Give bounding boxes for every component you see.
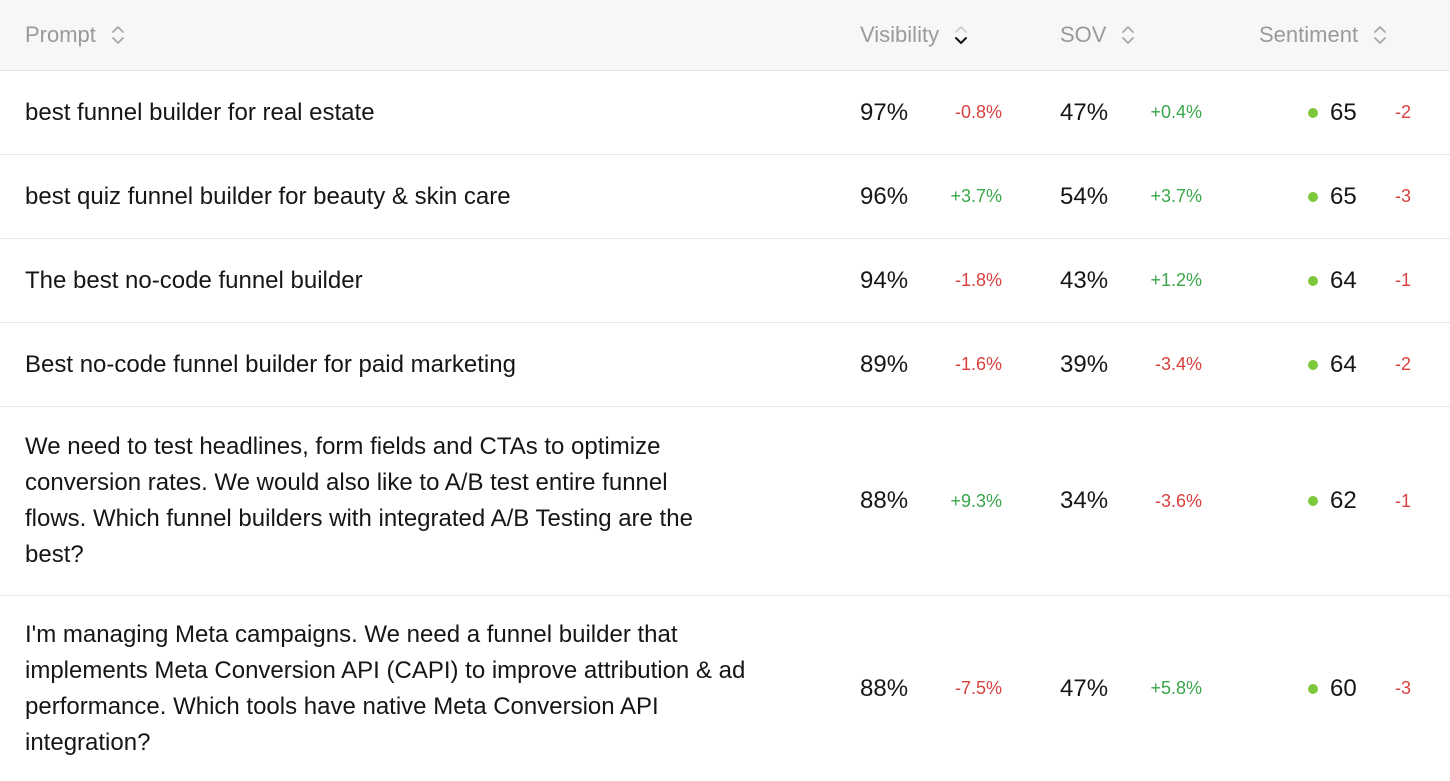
sov-delta: +0.4% [1150, 102, 1202, 122]
sov-value: 39% [1060, 350, 1109, 378]
sov-value: 47% [1060, 674, 1109, 702]
prompt-text-line: I'm managing Meta campaigns. We need a f… [25, 620, 678, 648]
table-row[interactable]: We need to test headlines, form fields a… [0, 407, 1450, 596]
sov-value: 47% [1060, 98, 1109, 126]
column-header-sentiment[interactable]: Sentiment [1259, 0, 1388, 70]
sentiment-value: 65 [1330, 182, 1357, 210]
column-header-prompt-label: Prompt [25, 22, 96, 47]
sentiment-delta: -2 [1394, 354, 1411, 374]
visibility-delta: -1.8% [954, 270, 1002, 290]
column-header-sov-label: SOV [1060, 22, 1107, 47]
visibility-value: 97% [860, 98, 909, 126]
visibility-delta: -7.5% [954, 678, 1002, 698]
sov-delta: -3.6% [1154, 490, 1202, 511]
sort-unsorted-icon[interactable] [110, 24, 126, 46]
table-row[interactable]: Best no-code funnel builder for paid mar… [0, 323, 1450, 407]
prompt-text-line: performance. Which tools have native Met… [25, 692, 659, 720]
prompt-text-line: We need to test headlines, form fields a… [25, 433, 661, 460]
sov-value: 43% [1060, 266, 1109, 294]
table-row[interactable]: best funnel builder for real estate 97% … [0, 71, 1450, 155]
sentiment-dot-icon [1308, 407, 1318, 595]
sentiment-value: 60 [1330, 674, 1357, 702]
table-header: Prompt Visibility SOV Sentiment [0, 0, 1450, 71]
sort-unsorted-icon[interactable] [1120, 24, 1136, 46]
visibility-delta: +9.3% [950, 490, 1002, 511]
sentiment-dot-icon [1308, 71, 1318, 154]
sentiment-dot-icon [1308, 239, 1318, 322]
table-row[interactable]: I'm managing Meta campaigns. We need a f… [0, 596, 1450, 781]
visibility-value: 94% [860, 266, 909, 294]
sort-descending-icon[interactable] [953, 24, 969, 46]
sentiment-delta: -3 [1394, 186, 1411, 206]
prompt-cell: The best no-code funnel builder [25, 239, 815, 322]
sentiment-delta: -3 [1394, 678, 1411, 698]
visibility-value: 96% [860, 182, 909, 210]
column-header-visibility-label: Visibility [860, 22, 940, 47]
prompt-cell: Best no-code funnel builder for paid mar… [25, 323, 815, 406]
sentiment-value: 62 [1330, 487, 1357, 514]
column-header-visibility[interactable]: Visibility [860, 0, 969, 70]
sov-delta: +5.8% [1150, 678, 1202, 698]
sov-value: 54% [1060, 182, 1109, 210]
visibility-value: 88% [860, 487, 909, 514]
column-header-sov[interactable]: SOV [1060, 0, 1136, 70]
prompt-text: best quiz funnel builder for beauty & sk… [25, 182, 511, 210]
prompt-cell: We need to test headlines, form fields a… [25, 407, 815, 595]
sentiment-dot-icon [1308, 596, 1318, 781]
prompt-text: The best no-code funnel builder [25, 266, 363, 294]
sentiment-value: 64 [1330, 350, 1357, 378]
visibility-value: 89% [860, 350, 909, 378]
prompt-cell: best quiz funnel builder for beauty & sk… [25, 155, 815, 238]
table-row[interactable]: best quiz funnel builder for beauty & sk… [0, 155, 1450, 239]
sentiment-dot-icon [1308, 155, 1318, 238]
sov-delta: +3.7% [1150, 186, 1202, 206]
sentiment-delta: -1 [1394, 490, 1411, 511]
visibility-delta: -0.8% [954, 102, 1002, 122]
sov-value: 34% [1060, 487, 1109, 514]
sentiment-delta: -2 [1394, 102, 1411, 122]
prompt-cell: best funnel builder for real estate [25, 71, 815, 154]
prompt-text-line: conversion rates. We would also like to … [25, 469, 668, 496]
prompt-text-line: implements Meta Conversion API (CAPI) to… [25, 656, 746, 684]
prompt-text-line: flows. Which funnel builders with integr… [25, 505, 693, 532]
visibility-value: 88% [860, 674, 909, 702]
sentiment-dot-icon [1308, 323, 1318, 406]
sentiment-value: 65 [1330, 98, 1357, 126]
visibility-delta: +3.7% [950, 186, 1002, 206]
column-header-prompt[interactable]: Prompt [25, 0, 126, 70]
prompt-text: Best no-code funnel builder for paid mar… [25, 350, 516, 378]
sort-unsorted-icon[interactable] [1372, 24, 1388, 46]
prompt-text-line: integration? [25, 728, 151, 756]
prompt-cell: I'm managing Meta campaigns. We need a f… [25, 596, 815, 781]
column-header-sentiment-label: Sentiment [1259, 22, 1359, 47]
prompt-text-line: best? [25, 541, 84, 568]
table-row[interactable]: The best no-code funnel builder 94% -1.8… [0, 239, 1450, 323]
sov-delta: +1.2% [1150, 270, 1202, 290]
sov-delta: -3.4% [1154, 354, 1202, 374]
sentiment-value: 64 [1330, 266, 1357, 294]
visibility-delta: -1.6% [954, 354, 1002, 374]
sentiment-delta: -1 [1394, 270, 1411, 290]
prompt-text: best funnel builder for real estate [25, 98, 375, 126]
